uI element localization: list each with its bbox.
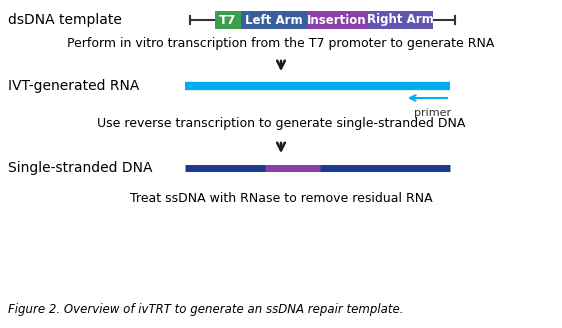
Text: Insertion: Insertion [307,13,367,27]
Text: Treat ssDNA with RNase to remove residual RNA: Treat ssDNA with RNase to remove residua… [130,192,432,204]
FancyBboxPatch shape [215,11,241,29]
Text: primer: primer [414,108,451,118]
Text: Perform in vitro transcription from the T7 promoter to generate RNA: Perform in vitro transcription from the … [67,37,495,51]
Text: T7: T7 [219,13,237,27]
Text: dsDNA template: dsDNA template [8,13,122,27]
Text: Use reverse transcription to generate single-stranded DNA: Use reverse transcription to generate si… [97,117,465,131]
FancyBboxPatch shape [367,11,433,29]
FancyBboxPatch shape [241,11,307,29]
FancyBboxPatch shape [307,11,367,29]
Text: Right Arm: Right Arm [366,13,433,27]
Text: Left Arm: Left Arm [245,13,303,27]
Text: Figure 2. Overview of ivTRT to generate an ssDNA repair template.: Figure 2. Overview of ivTRT to generate … [8,303,404,317]
Text: Single-stranded DNA: Single-stranded DNA [8,161,152,175]
Text: IVT-generated RNA: IVT-generated RNA [8,79,139,93]
